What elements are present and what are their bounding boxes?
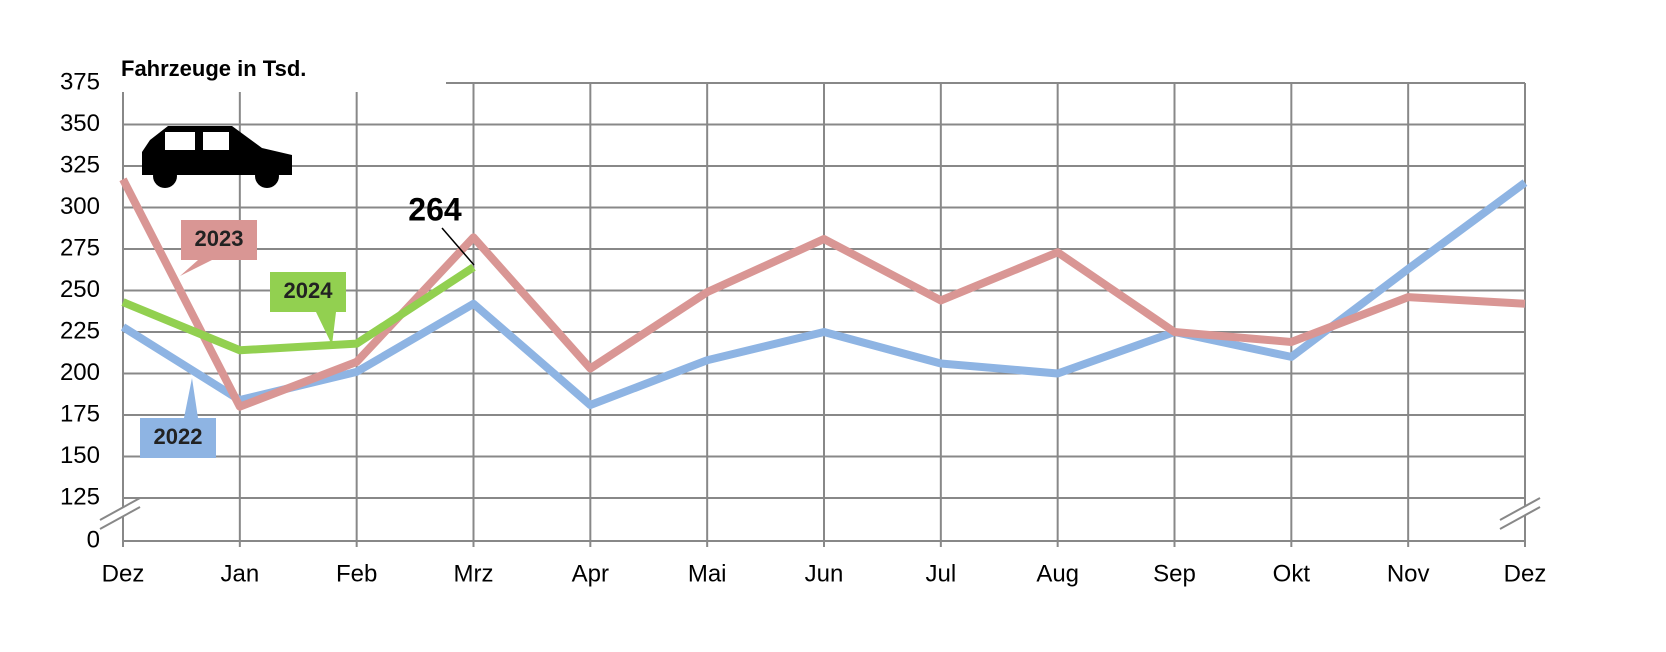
y-tick-label: 0 — [87, 526, 100, 553]
x-tick-label: Okt — [1273, 560, 1311, 587]
callout-2023: 2023 — [180, 220, 257, 276]
legend-label: 2024 — [284, 278, 334, 303]
y-tick-label: 300 — [60, 193, 100, 220]
y-tick-label: 200 — [60, 359, 100, 386]
x-tick-label: Feb — [336, 560, 377, 587]
callout-2022: 2022 — [140, 378, 216, 458]
x-tick-label: Jun — [805, 560, 844, 587]
legend-label: 2022 — [154, 424, 203, 449]
x-tick-label: Nov — [1387, 560, 1430, 587]
x-tick-label: Jul — [925, 560, 956, 587]
chart-title: Fahrzeuge in Tsd. — [121, 56, 306, 81]
y-tick-label: 275 — [60, 234, 100, 261]
legend-label: 2023 — [195, 226, 244, 251]
car-icon — [142, 126, 292, 188]
leader-line — [441, 227, 475, 266]
x-tick-label: Mai — [688, 560, 727, 587]
x-tick-label: Aug — [1036, 560, 1079, 587]
axis-break — [99, 497, 1541, 530]
y-tick-label: 375 — [60, 68, 100, 95]
series-line — [120, 179, 1528, 410]
x-tick-label: Mrz — [454, 560, 494, 587]
x-tick-label: Jan — [220, 560, 259, 587]
y-tick-label: 175 — [60, 400, 100, 427]
y-tick-label: 150 — [60, 442, 100, 469]
callout-2024: 2024 — [270, 272, 346, 345]
y-tick-label: 250 — [60, 276, 100, 303]
title-background — [118, 52, 446, 92]
x-tick-label: Dez — [102, 560, 145, 587]
y-tick-label: 350 — [60, 110, 100, 137]
y-tick-label: 225 — [60, 317, 100, 344]
lines — [119, 177, 1528, 411]
y-tick-label: 125 — [60, 483, 100, 510]
series-line — [119, 177, 1526, 411]
x-tick-label: Sep — [1153, 560, 1196, 587]
series-line — [121, 263, 476, 355]
data-label: 264 — [408, 191, 462, 227]
y-tick-label: 325 — [60, 151, 100, 178]
x-tick-label: Dez — [1504, 560, 1547, 587]
x-tick-label: Apr — [572, 560, 609, 587]
